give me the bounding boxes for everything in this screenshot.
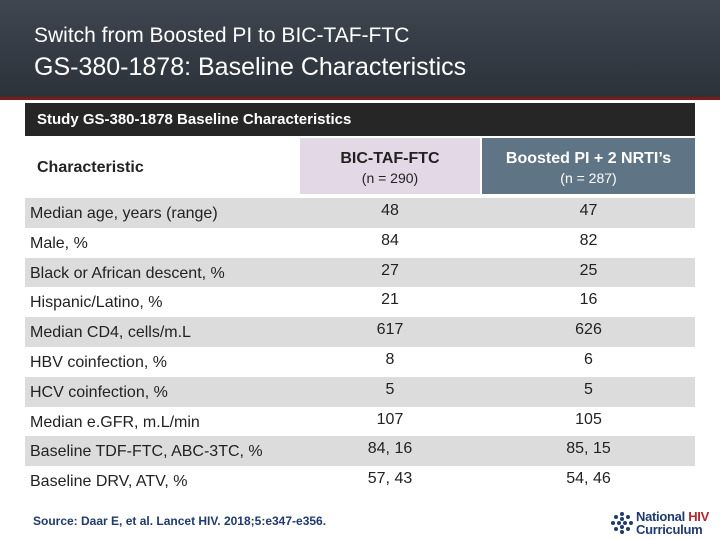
row-label: Baseline DRV, ATV, % <box>30 473 188 491</box>
cell-bic-taf-ftc: 5 <box>385 380 395 398</box>
cell-boosted-pi: 5 <box>584 380 593 398</box>
column-header-characteristic-label: Characteristic <box>37 159 144 176</box>
cell-boosted-pi: 6 <box>584 350 593 368</box>
cell-bic-taf-ftc: 84, 16 <box>367 440 413 458</box>
slide-header: Switch from Boosted PI to BIC-TAF-FTC GS… <box>0 0 720 97</box>
table-row: Hispanic/Latino, % 21 16 <box>25 287 695 317</box>
row-label: HCV coinfection, % <box>30 383 168 401</box>
row-label: Black or African descent, % <box>30 264 225 282</box>
table-row: Male, % 84 82 <box>25 228 695 258</box>
row-label: Median age, years (range) <box>30 205 218 222</box>
cell-bic-taf-ftc: 617 <box>376 321 404 339</box>
logo-national-text: National <box>636 509 689 524</box>
logo-dots-icon <box>611 512 633 534</box>
column-header-boosted-pi-n: (n = 287) <box>560 170 617 186</box>
cell-boosted-pi: 47 <box>579 202 598 219</box>
cell-boosted-pi: 82 <box>579 231 598 249</box>
source-citation: Source: Daar E, et al. Lancet HIV. 2018;… <box>33 514 327 528</box>
logo-hiv-text: HIV <box>688 509 709 524</box>
cell-boosted-pi: 105 <box>575 410 602 428</box>
cell-bic-taf-ftc: 21 <box>381 291 399 309</box>
logo-line-1: National HIV <box>636 509 709 524</box>
column-header-bic-taf-ftc-name: BIC-TAF-FTC <box>340 150 440 167</box>
column-header-boosted-pi: Boosted PI + 2 NRTI’s (n = 287) <box>482 138 695 194</box>
row-label: Median CD4, cells/m.L <box>30 324 191 342</box>
table-row: Median e.GFR, m.L/min 107 105 <box>25 407 695 437</box>
table-row: Baseline TDF-FTC, ABC-3TC, % 84, 16 85, … <box>25 436 695 467</box>
row-label: Baseline TDF-FTC, ABC-3TC, % <box>30 443 263 461</box>
column-header-bic-taf-ftc: BIC-TAF-FTC (n = 290) <box>300 138 480 194</box>
logo-curriculum-text: Curriculum <box>636 522 703 537</box>
cell-bic-taf-ftc: 48 <box>381 202 399 219</box>
row-label: Hispanic/Latino, % <box>30 294 163 312</box>
table-row: Baseline DRV, ATV, % 57, 43 54, 46 <box>25 466 695 496</box>
national-hiv-curriculum-logo: National HIV Curriculum <box>610 509 716 537</box>
cell-bic-taf-ftc: 27 <box>381 261 399 279</box>
column-header-bic-taf-ftc-n: (n = 290) <box>361 170 419 186</box>
row-label: Male, % <box>30 234 88 252</box>
column-header-characteristic: Characteristic <box>25 138 300 198</box>
cell-boosted-pi: 85, 15 <box>566 440 611 458</box>
cell-bic-taf-ftc: 8 <box>385 350 395 368</box>
table-row: Median CD4, cells/m.L 617 626 <box>25 317 695 347</box>
slide-subtitle: Switch from Boosted PI to BIC-TAF-FTC <box>34 24 410 47</box>
row-label: HBV coinfection, % <box>30 353 167 371</box>
table-row: Median age, years (range) 48 47 <box>25 198 695 228</box>
header-divider <box>0 97 720 100</box>
cell-boosted-pi: 25 <box>579 261 598 279</box>
column-header-boosted-pi-name: Boosted PI + 2 NRTI’s <box>505 150 672 167</box>
cell-bic-taf-ftc: 84 <box>381 231 399 249</box>
cell-bic-taf-ftc: 57, 43 <box>367 470 413 488</box>
table-row: HCV coinfection, % 5 5 <box>25 376 695 407</box>
table-row: Black or African descent, % 27 25 <box>25 257 695 288</box>
row-label: Median e.GFR, m.L/min <box>30 413 200 431</box>
table-row: HBV coinfection, % 8 6 <box>25 347 695 377</box>
cell-boosted-pi: 626 <box>575 321 602 339</box>
cell-bic-taf-ftc: 107 <box>376 410 404 428</box>
cell-boosted-pi: 54, 46 <box>566 470 611 488</box>
table-body: Median age, years (range) 48 47 Male, % … <box>25 198 695 496</box>
cell-boosted-pi: 16 <box>579 291 598 309</box>
table-title: Study GS-380-1878 Baseline Characteristi… <box>25 103 695 136</box>
slide-title: GS-380-1878: Baseline Characteristics <box>34 53 467 81</box>
